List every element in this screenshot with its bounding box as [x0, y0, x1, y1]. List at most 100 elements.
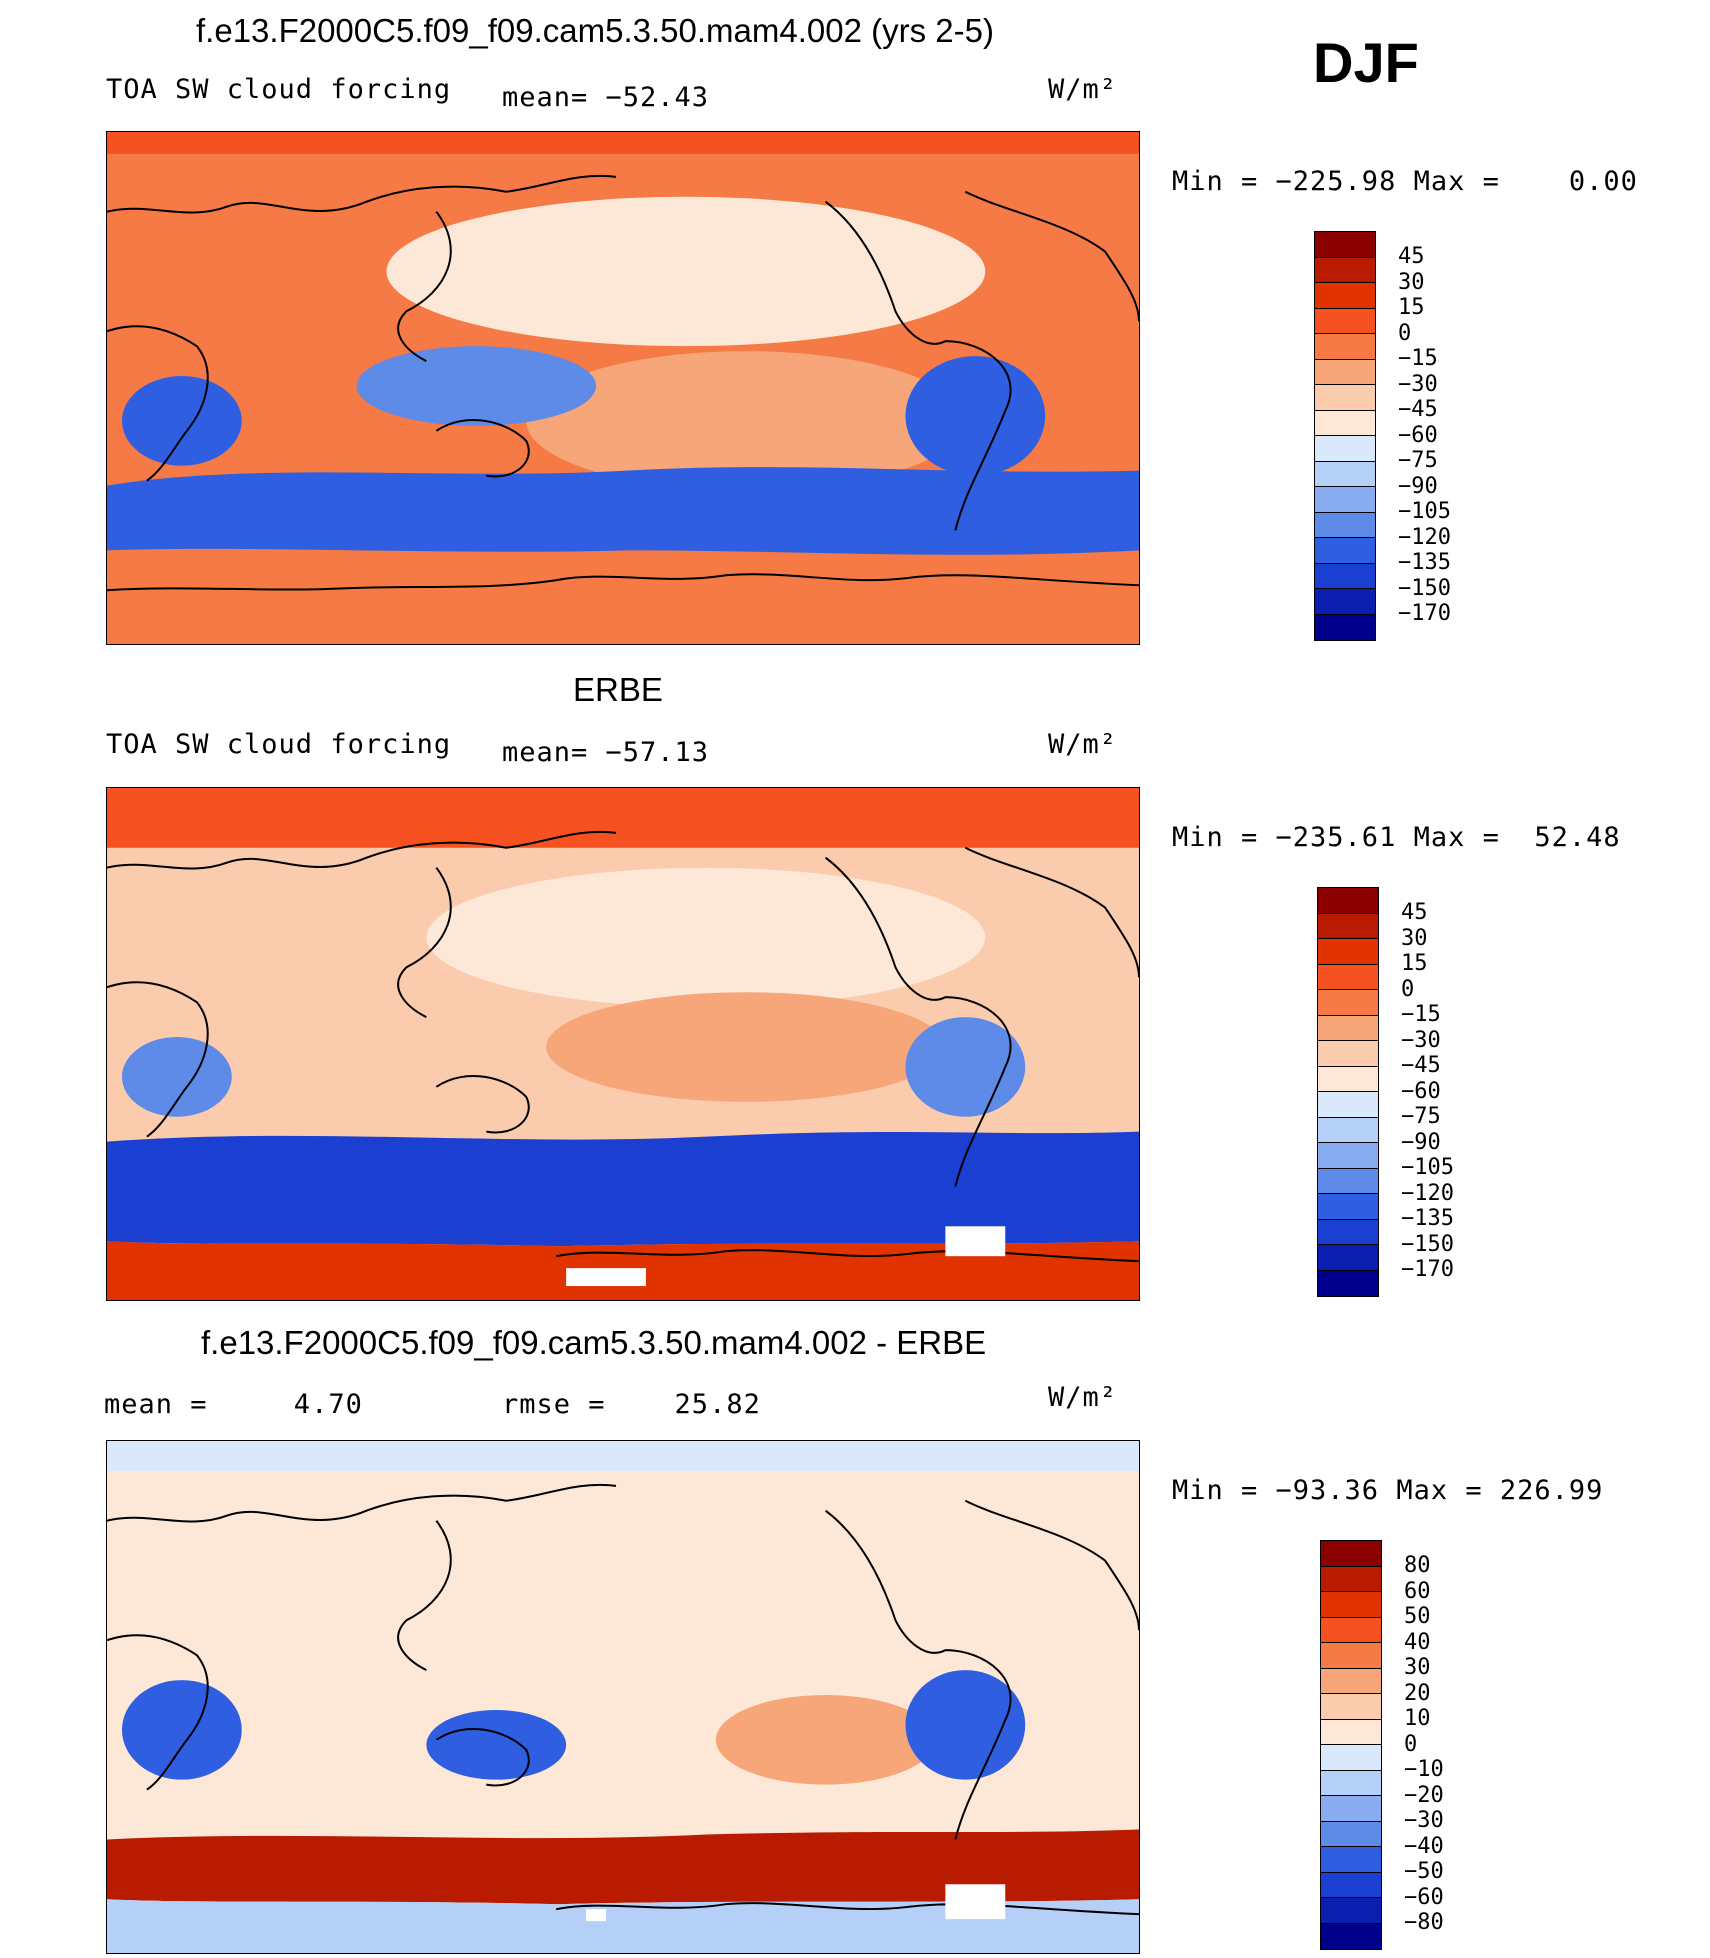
colorbar-tick-label: −120: [1401, 1180, 1454, 1206]
colorbar-tick-label: 30: [1401, 925, 1428, 951]
colorbar-swatch: [1318, 1245, 1378, 1271]
colorbar-swatch: [1315, 614, 1375, 640]
colorbar-swatch: [1318, 1117, 1378, 1143]
panel-2-colorbar-labels: 45 30 15 0 −15 −30 −45 −60 −75 −90 −105 −120 −135 −15…: [1401, 900, 1454, 1283]
colorbar-tick-label: 30: [1404, 1655, 1431, 1680]
panel-2-mean-label: mean= −57.13: [502, 737, 710, 768]
southern-ocean-belt-region: [107, 467, 1139, 555]
colorbar-tick-label: 45: [1398, 244, 1425, 269]
colorbar-swatch: [1318, 939, 1378, 965]
colorbar-swatch: [1315, 538, 1375, 564]
colorbar-swatch: [1315, 232, 1375, 258]
southern-ocean-positive-region: [107, 1829, 1139, 1905]
colorbar-swatch: [1321, 1643, 1381, 1669]
panel-1-variable-label: TOA SW cloud forcing: [106, 74, 452, 105]
colorbar-tick-label: 20: [1404, 1680, 1431, 1706]
colorbar-swatch: [1321, 1745, 1381, 1771]
missing-data-patch: [566, 1268, 646, 1287]
colorbar-swatch: [1315, 589, 1375, 615]
colorbar-tick-label: 10: [1404, 1706, 1431, 1731]
colorbar-tick-label: −170: [1398, 601, 1451, 626]
tropical-pacific-dry-region: [526, 351, 966, 491]
colorbar-swatch: [1321, 1719, 1381, 1745]
colorbar-tick-label: 15: [1401, 951, 1428, 976]
colorbar-swatch: [1318, 913, 1378, 939]
colorbar-swatch: [1321, 1847, 1381, 1873]
missing-data-patch: [945, 1884, 1006, 1920]
colorbar-tick-label: −75: [1398, 448, 1438, 473]
colorbar-swatch: [1321, 1898, 1381, 1924]
colorbar-swatch: [1315, 257, 1375, 283]
panel-2-colorbar: [1317, 887, 1379, 1297]
missing-data-patch: [945, 1226, 1006, 1257]
missing-data-patch: [586, 1909, 607, 1922]
coastlines: [107, 174, 1139, 592]
panel-1-title: f.e13.F2000C5.f09_f09.cam5.3.50.mam4.002…: [196, 12, 994, 49]
colorbar-swatch: [1315, 436, 1375, 462]
north-pacific-cloud-region: [426, 867, 986, 1008]
colorbar-swatch: [1321, 1872, 1381, 1898]
colorbar-swatch: [1321, 1541, 1381, 1567]
colorbar-tick-label: −45: [1398, 397, 1438, 422]
panel-3-rmse-label: rmse = 25.82: [502, 1389, 761, 1420]
panel-3-colorbar: [1320, 1540, 1382, 1950]
maritime-continent-region: [356, 346, 597, 426]
panel-1-minmax-label: Min = −225.98 Max = 0.00: [1172, 166, 1638, 197]
panel-3-map-svg: [107, 1441, 1139, 1953]
arctic-band-region: [107, 132, 1139, 154]
colorbar-tick-label: −105: [1398, 499, 1451, 524]
australia-negative-region: [426, 1709, 567, 1780]
colorbar-tick-label: −60: [1401, 1078, 1441, 1104]
panel-1-colorbar-labels: 45 30 15 0 −15 −30 −45 −60 −75 −90 −105 −120 −135 −15…: [1398, 244, 1451, 627]
colorbar-tick-label: 0: [1398, 320, 1412, 346]
colorbar-swatch: [1318, 990, 1378, 1016]
colorbar-swatch: [1321, 1617, 1381, 1643]
colorbar-tick-label: −15: [1401, 1002, 1441, 1027]
colorbar-tick-label: −45: [1401, 1053, 1441, 1078]
colorbar-tick-label: −50: [1404, 1859, 1444, 1884]
coastlines: [107, 1483, 1139, 1916]
panel-2-map-svg: [107, 788, 1139, 1300]
colorbar-swatch: [1315, 359, 1375, 385]
panel-3-map: [106, 1440, 1140, 1954]
colorbar-tick-label: −150: [1398, 575, 1451, 601]
colorbar-tick-label: −135: [1398, 550, 1451, 575]
colorbar-tick-label: 50: [1404, 1604, 1431, 1629]
africa-negative-region: [121, 1680, 242, 1780]
colorbar-swatch: [1321, 1796, 1381, 1822]
antarctica-negative-region: [107, 1899, 1139, 1953]
colorbar-tick-label: −10: [1404, 1757, 1444, 1782]
colorbar-swatch: [1321, 1592, 1381, 1618]
panel-2-map: [106, 787, 1140, 1301]
colorbar-swatch: [1315, 563, 1375, 589]
colorbar-tick-label: −170: [1401, 1257, 1454, 1282]
colorbar-tick-label: −20: [1404, 1782, 1444, 1808]
colorbar-tick-label: −135: [1401, 1206, 1454, 1231]
colorbar-tick-label: −80: [1404, 1910, 1444, 1935]
tropical-pacific-positive-region: [715, 1695, 936, 1785]
colorbar-tick-label: −30: [1398, 371, 1438, 397]
colorbar-swatch: [1321, 1923, 1381, 1949]
panel-2-minmax-label: Min = −235.61 Max = 52.48: [1172, 822, 1621, 853]
colorbar-tick-label: 30: [1398, 269, 1425, 295]
colorbar-swatch: [1315, 487, 1375, 513]
coastlines: [107, 830, 1139, 1263]
colorbar-tick-label: −30: [1401, 1027, 1441, 1053]
colorbar-swatch: [1315, 283, 1375, 309]
colorbar-swatch: [1318, 1092, 1378, 1118]
africa-convection-region: [121, 376, 242, 466]
colorbar-swatch: [1315, 512, 1375, 538]
colorbar-swatch: [1318, 1066, 1378, 1092]
season-label: DJF: [1313, 31, 1419, 94]
panel-2-title: ERBE: [573, 671, 663, 708]
colorbar-tick-label: −150: [1401, 1231, 1454, 1257]
colorbar-tick-label: −90: [1401, 1129, 1441, 1155]
colorbar-tick-label: −60: [1398, 422, 1438, 448]
colorbar-swatch: [1315, 334, 1375, 360]
colorbar-tick-label: −40: [1404, 1833, 1444, 1859]
colorbar-swatch: [1318, 1041, 1378, 1067]
colorbar-tick-label: −30: [1404, 1808, 1444, 1833]
colorbar-tick-label: −90: [1398, 473, 1438, 499]
panel-2-variable-label: TOA SW cloud forcing: [106, 729, 452, 760]
colorbar-swatch: [1318, 1168, 1378, 1194]
